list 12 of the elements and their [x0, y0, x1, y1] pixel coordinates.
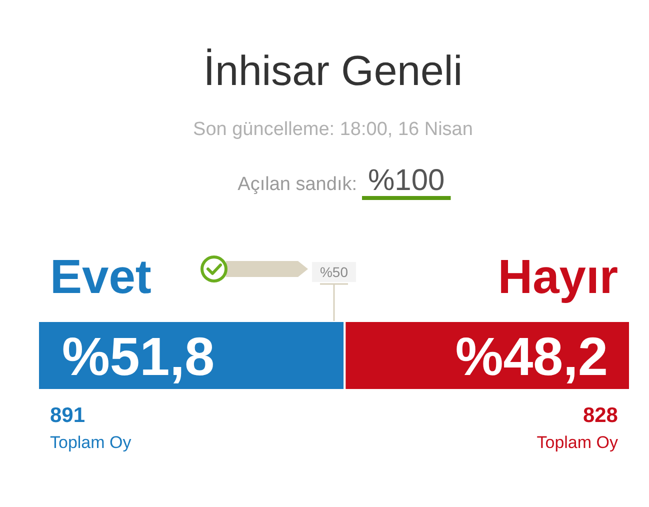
text: Toplam Oy — [536, 433, 618, 452]
text: 891 — [50, 404, 86, 427]
chart-subtitle: Son güncelleme: 18:00, 16 Nisan — [193, 119, 473, 140]
ref-line-label: %50 — [320, 264, 348, 280]
text: Açılan sandık: %100 — [238, 164, 445, 197]
legend-label: Evet — [50, 251, 152, 304]
text: 828 — [582, 404, 618, 427]
text: Toplam Oy — [50, 433, 132, 452]
data-label: %48,2 — [455, 326, 608, 387]
series-label: Hayır — [498, 251, 618, 304]
chart-title: İnhisar Geneli — [203, 47, 463, 94]
data-label: %51,8 — [62, 326, 215, 387]
